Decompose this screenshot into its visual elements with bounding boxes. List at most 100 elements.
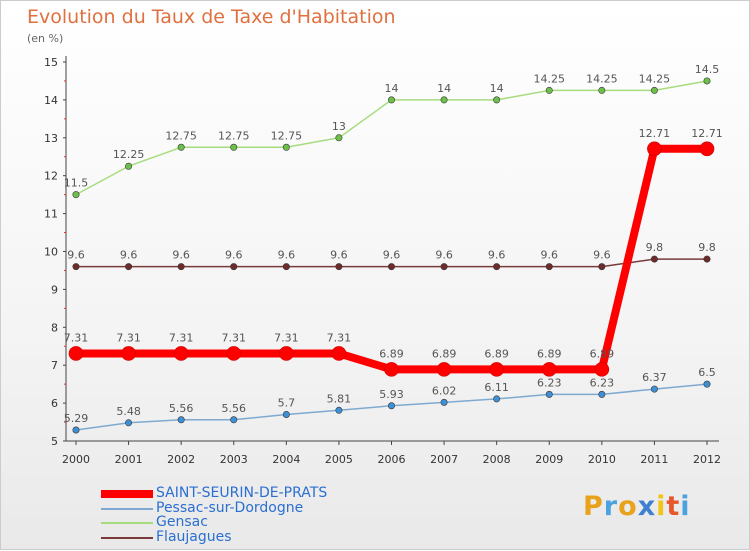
data-point <box>545 390 553 398</box>
y-tick-label: 6 <box>51 397 58 410</box>
data-point <box>230 416 238 424</box>
data-label: 6.02 <box>432 384 457 397</box>
data-label: 9.6 <box>435 249 453 262</box>
data-label: 7.31 <box>274 331 299 344</box>
data-point <box>177 416 185 424</box>
data-label: 9.6 <box>67 249 85 262</box>
data-point <box>703 380 711 388</box>
data-point <box>598 263 606 271</box>
chart-unit: (en %) <box>27 32 64 45</box>
y-tick-label: 15 <box>44 56 58 69</box>
data-label: 9.6 <box>541 249 559 262</box>
data-point <box>545 86 553 94</box>
data-point <box>598 390 606 398</box>
data-label: 5.93 <box>379 388 404 401</box>
data-label: 11.5 <box>64 177 89 190</box>
x-tick-label: 2001 <box>115 453 143 466</box>
data-label: 9.6 <box>593 249 611 262</box>
data-point <box>335 406 343 414</box>
data-point <box>125 162 133 170</box>
data-point <box>387 263 395 271</box>
data-label: 14.25 <box>586 72 618 85</box>
data-point <box>650 86 658 94</box>
y-tick-label: 13 <box>44 132 58 145</box>
data-point <box>384 362 399 377</box>
x-tick-label: 2000 <box>62 453 90 466</box>
data-label: 13 <box>332 120 346 133</box>
data-label: 6.89 <box>590 347 615 360</box>
data-point <box>72 191 80 199</box>
data-label: 12.25 <box>113 148 145 161</box>
data-point <box>226 346 242 361</box>
logo-letter: i <box>680 491 691 522</box>
data-label: 5.48 <box>116 405 141 418</box>
data-point <box>598 86 606 94</box>
data-point <box>230 263 238 271</box>
x-tick-label: 2009 <box>535 453 563 466</box>
data-label: 7.31 <box>64 331 89 344</box>
legend-label: SAINT-SEURIN-DE-PRATS <box>156 485 328 501</box>
data-label: 9.8 <box>646 241 664 254</box>
legend-swatch <box>101 507 153 510</box>
data-label: 14.25 <box>534 72 566 85</box>
data-point <box>440 96 448 104</box>
x-tick-label: 2007 <box>430 453 458 466</box>
x-tick-label: 2003 <box>220 453 248 466</box>
data-label: 6.89 <box>537 347 562 360</box>
data-label: 7.31 <box>169 331 194 344</box>
data-point <box>440 263 448 271</box>
logo-letter: P <box>583 491 604 522</box>
legend-swatch <box>101 490 153 499</box>
logo-letter: x <box>637 491 657 522</box>
x-tick-label: 2002 <box>167 453 195 466</box>
y-tick-label: 7 <box>51 359 58 372</box>
data-label: 9.6 <box>120 249 138 262</box>
data-point <box>541 362 557 377</box>
data-label: 5.29 <box>64 412 89 425</box>
data-point <box>436 362 452 377</box>
y-tick-label: 12 <box>44 170 58 183</box>
data-label: 9.8 <box>698 241 716 254</box>
data-point <box>177 143 185 151</box>
x-tick-label: 2011 <box>640 453 668 466</box>
legend-swatch <box>101 522 153 525</box>
logo-letter: o <box>618 491 638 522</box>
data-point <box>282 143 290 151</box>
data-point <box>650 255 658 263</box>
data-point <box>440 398 448 406</box>
data-label: 9.6 <box>172 249 190 262</box>
x-tick-label: 2006 <box>378 453 406 466</box>
data-point <box>230 143 238 151</box>
y-tick-label: 10 <box>44 246 58 259</box>
logo-letter: i <box>656 491 667 522</box>
data-label: 6.89 <box>432 347 457 360</box>
data-label: 6.23 <box>537 376 562 389</box>
data-point <box>493 96 501 104</box>
data-label: 5.7 <box>278 396 296 409</box>
data-label: 14.25 <box>639 72 671 85</box>
data-label: 14.5 <box>695 63 720 76</box>
y-tick-label: 11 <box>44 208 58 221</box>
data-point <box>279 346 294 361</box>
data-label: 12.71 <box>639 127 671 140</box>
logo-letter: t <box>666 491 681 522</box>
data-point <box>703 77 711 85</box>
data-label: 5.56 <box>222 402 247 415</box>
data-point <box>282 410 290 418</box>
data-point <box>493 395 501 403</box>
data-label: 14 <box>385 82 399 95</box>
proxiti-logo: Proxiti <box>583 491 691 522</box>
y-tick-label: 9 <box>51 283 58 296</box>
data-point <box>125 263 133 271</box>
x-tick-label: 2010 <box>588 453 616 466</box>
data-point <box>68 346 84 361</box>
data-label: 12.75 <box>271 129 303 142</box>
x-tick-label: 2008 <box>483 453 511 466</box>
data-label: 7.31 <box>116 331 141 344</box>
x-tick-label: 2012 <box>693 453 721 466</box>
data-point <box>489 362 504 377</box>
data-point <box>493 263 501 271</box>
y-tick-label: 14 <box>44 94 58 107</box>
data-label: 6.37 <box>642 371 667 384</box>
